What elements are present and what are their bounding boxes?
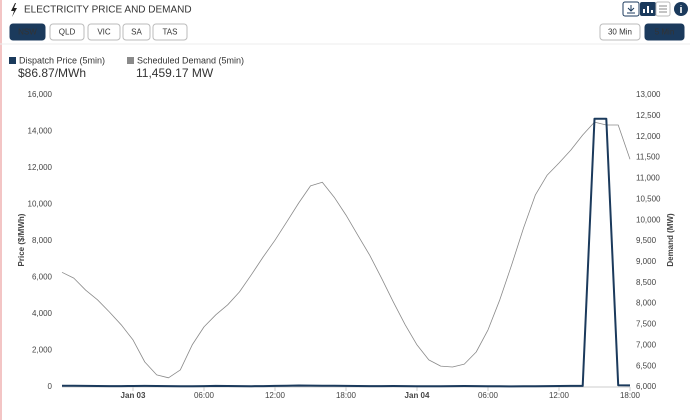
y2-tick-label: 11,500 (636, 153, 660, 162)
x-tick-label: 06:00 (478, 391, 499, 400)
legend-name: Dispatch Price (5min) (19, 55, 105, 65)
tab-button[interactable]: VIC (87, 23, 121, 41)
series-line (61, 121, 631, 379)
y2-tick-label: 12,500 (636, 111, 661, 120)
y2-tick-label: 6,000 (636, 382, 657, 391)
tab-label: TAS (163, 28, 178, 37)
legend-name: Scheduled Demand (5min) (137, 55, 244, 65)
tab-label: QLD (59, 28, 76, 37)
tab-label: NSW (18, 28, 37, 37)
left-edge (0, 0, 2, 420)
y-axis-label: Price ($/MWh) (17, 213, 26, 266)
legend: Dispatch Price (5min)$86.87/MWh Scheduled… (9, 55, 244, 80)
x-tick-label: 06:00 (194, 391, 215, 400)
y-tick-label: 10,000 (28, 200, 53, 209)
tab-box (599, 23, 641, 41)
chart-view-button[interactable] (640, 2, 656, 16)
tab-button[interactable]: TAS (152, 23, 188, 41)
y-tick-label: 4,000 (32, 309, 53, 318)
tab-box (122, 23, 151, 41)
tab-label: 30 Min (608, 28, 632, 37)
y2-tick-label: 8,000 (636, 299, 657, 308)
y-tick-label: 14,000 (28, 127, 53, 136)
tab-button[interactable]: NSW (9, 23, 46, 41)
tab-button[interactable]: SA (122, 23, 151, 41)
tab-box (152, 23, 188, 41)
tab-box (644, 23, 685, 41)
legend-swatch (9, 57, 16, 64)
tab-box (87, 23, 121, 41)
tab-box (9, 23, 46, 41)
x-tick-label: Jan 03 (121, 391, 146, 400)
tab-label: VIC (97, 28, 111, 37)
y2-tick-label: 9,000 (636, 257, 657, 266)
y2-tick-label: 10,500 (636, 194, 661, 203)
legend-value: $86.87/MWh (18, 66, 86, 80)
legend-value: 11,459.17 MW (136, 66, 214, 80)
x-tick-label: 18:00 (336, 391, 357, 400)
y2-axis-label: Demand (MW) (666, 213, 675, 267)
y-tick-label: 6,000 (32, 273, 53, 282)
y2-tick-label: 12,000 (636, 132, 661, 141)
y2-tick-label: 7,500 (636, 320, 657, 329)
series-line (61, 117, 631, 388)
y2-tick-label: 8,500 (636, 278, 657, 287)
y-tick-label: 8,000 (32, 236, 53, 245)
x-tick-label: 18:00 (620, 391, 641, 400)
y2-tick-label: 7,000 (636, 340, 657, 349)
x-tick-label: Jan 04 (405, 391, 430, 400)
y2-tick-label: 10,000 (636, 215, 661, 224)
y-tick-label: 0 (48, 382, 53, 391)
tabs: NSW QLD VIC SA TAS 30 Min 5 Min (9, 23, 685, 41)
info-button[interactable] (674, 2, 688, 16)
x-tick-label: 12:00 (549, 391, 570, 400)
y-tick-label: 12,000 (28, 163, 53, 172)
y-tick-label: 2,000 (32, 346, 53, 355)
tab-label: 5 Min (655, 28, 675, 37)
x-tick-label: 12:00 (265, 391, 286, 400)
y2-tick-label: 9,500 (636, 236, 657, 245)
legend-swatch (127, 57, 134, 64)
tab-box (49, 23, 85, 41)
bolt-icon (11, 3, 17, 17)
tab-button[interactable]: 30 Min (599, 23, 641, 41)
tab-label: SA (131, 28, 142, 37)
download-button[interactable] (622, 1, 640, 17)
y2-tick-label: 13,000 (636, 90, 661, 99)
y2-tick-label: 6,500 (636, 361, 657, 370)
y2-tick-label: 11,000 (636, 174, 660, 183)
panel-title: ELECTRICITY PRICE AND DEMAND (24, 5, 192, 16)
tab-button[interactable]: QLD (49, 23, 85, 41)
table-view-button[interactable] (655, 1, 671, 17)
y-tick-label: 16,000 (28, 90, 53, 99)
tab-button[interactable]: 5 Min (644, 23, 685, 41)
